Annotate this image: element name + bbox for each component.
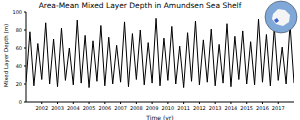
svg-text:0: 0 (19, 99, 22, 105)
svg-text:2010: 2010 (162, 105, 175, 111)
html-text:Area-Mean Mixed Layer Depth in: Area-Mean Mixed Layer Depth in Amundsen … (38, 1, 242, 10)
svg-text:Time (yr): Time (yr) (145, 114, 173, 120)
svg-text:2002: 2002 (35, 105, 48, 111)
svg-text:2011: 2011 (177, 105, 190, 111)
svg-text:20: 20 (16, 81, 22, 87)
svg-text:2006: 2006 (98, 105, 111, 111)
svg-text:2016: 2016 (256, 105, 269, 111)
svg-text:2013: 2013 (209, 105, 222, 111)
svg-text:100: 100 (12, 9, 22, 15)
svg-text:80: 80 (16, 27, 22, 33)
svg-text:40: 40 (16, 63, 22, 69)
svg-text:2017: 2017 (272, 105, 285, 111)
svg-text:2005: 2005 (83, 105, 96, 111)
svg-text:2014: 2014 (225, 105, 238, 111)
svg-text:2009: 2009 (146, 105, 159, 111)
svg-text:2004: 2004 (67, 105, 80, 111)
svg-text:60: 60 (16, 45, 22, 51)
svg-text:2007: 2007 (114, 105, 127, 111)
svg-text:2012: 2012 (193, 105, 206, 111)
svg-text:Mixed Layer Depth (m): Mixed Layer Depth (m) (8, 24, 10, 87)
svg-text:2015: 2015 (240, 105, 253, 111)
svg-text:2008: 2008 (130, 105, 143, 111)
svg-text:2003: 2003 (51, 105, 64, 111)
